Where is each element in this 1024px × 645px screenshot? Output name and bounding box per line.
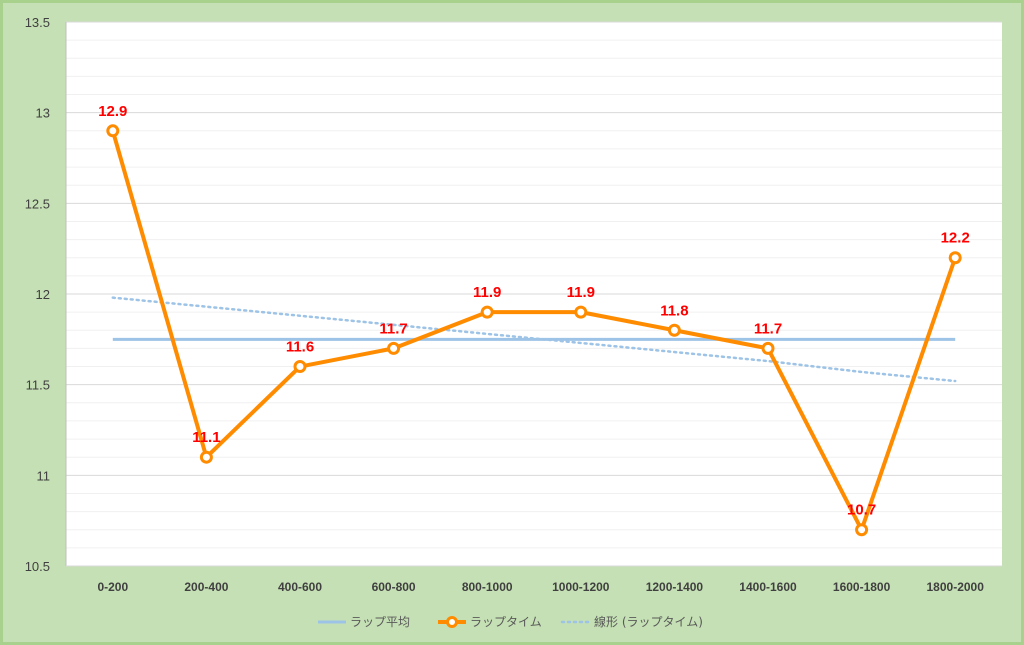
data-label: 11.6 [286,339,314,356]
lap-time-point [480,305,494,319]
lap-time-point [574,305,588,319]
y-tick-label: 12.5 [25,196,50,211]
y-tick-label: 10.5 [25,559,50,574]
x-tick-label: 800-1000 [462,580,513,594]
y-tick-label: 13.5 [25,15,50,30]
data-label: 12.9 [98,103,127,120]
data-label: 11.8 [660,302,688,319]
lap-time-point [667,323,681,337]
lap-time-point [293,360,307,374]
lap-time-point [855,523,869,537]
data-label: 11.7 [379,320,407,337]
x-tick-label: 600-800 [372,580,416,594]
x-tick-label: 1400-1600 [739,580,797,594]
lap-time-point [761,341,775,355]
x-tick-label: 1000-1200 [552,580,610,594]
y-tick-label: 13 [36,106,50,121]
lap-time-line [110,130,958,532]
lap-time-point [948,251,962,265]
y-tick-label: 11 [37,468,51,483]
data-label: 11.7 [754,320,782,337]
data-label: 11.9 [567,284,595,301]
trendline [111,296,957,383]
y-tick-label: 12 [36,287,50,302]
data-label: 11.9 [473,284,501,301]
x-tick-label: 0-200 [97,580,128,594]
x-tick-label: 200-400 [184,580,228,594]
data-label: 10.7 [847,502,876,519]
lap-time-point [199,450,213,464]
legend-label[interactable]: 線形 (ラップタイム) [594,614,703,629]
lap-time-point [106,124,120,138]
legend-label[interactable]: ラップ平均 [350,615,410,629]
data-label: 11.1 [192,429,220,446]
x-tick-label: 1200-1400 [646,580,704,594]
data-label: 12.2 [941,230,970,247]
legend-marker-lap-time[interactable] [446,616,458,628]
x-tick-label: 400-600 [278,580,322,594]
legend-label[interactable]: ラップタイム [470,615,542,629]
lap-time-point [387,341,401,355]
x-tick-label: 1800-2000 [927,580,985,594]
y-tick-label: 11.5 [26,378,50,393]
x-tick-label: 1600-1800 [833,580,891,594]
